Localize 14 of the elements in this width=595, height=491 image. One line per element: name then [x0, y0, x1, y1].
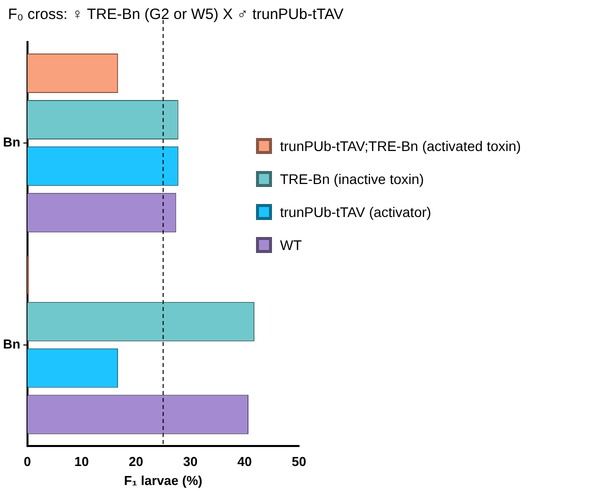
y-tick-label: Bn [2, 134, 20, 150]
legend-label: trunPUb-tTAV;TRE-Bn (activated toxin) [280, 138, 521, 154]
x-tick-label: 40 [237, 454, 252, 470]
x-axis-title: F₁ larvae (%) [124, 472, 202, 488]
legend-label: WT [280, 237, 302, 253]
chart-title: F₀ cross: ♀ TRE-Bn (G2 or W5) X ♂ trunPUb-tTAV [8, 6, 344, 23]
x-tick-label: 0 [24, 454, 31, 470]
y-tick-label: Bn [2, 336, 20, 352]
x-tick-label: 10 [74, 454, 89, 470]
x-tick-label: 20 [128, 454, 144, 470]
legend-label: TRE-Bn (inactive toxin) [280, 171, 424, 187]
x-tick-label: 30 [183, 454, 198, 470]
legend-label: trunPUb-tTAV (activator) [280, 204, 432, 220]
x-tick-label: 50 [292, 454, 306, 470]
